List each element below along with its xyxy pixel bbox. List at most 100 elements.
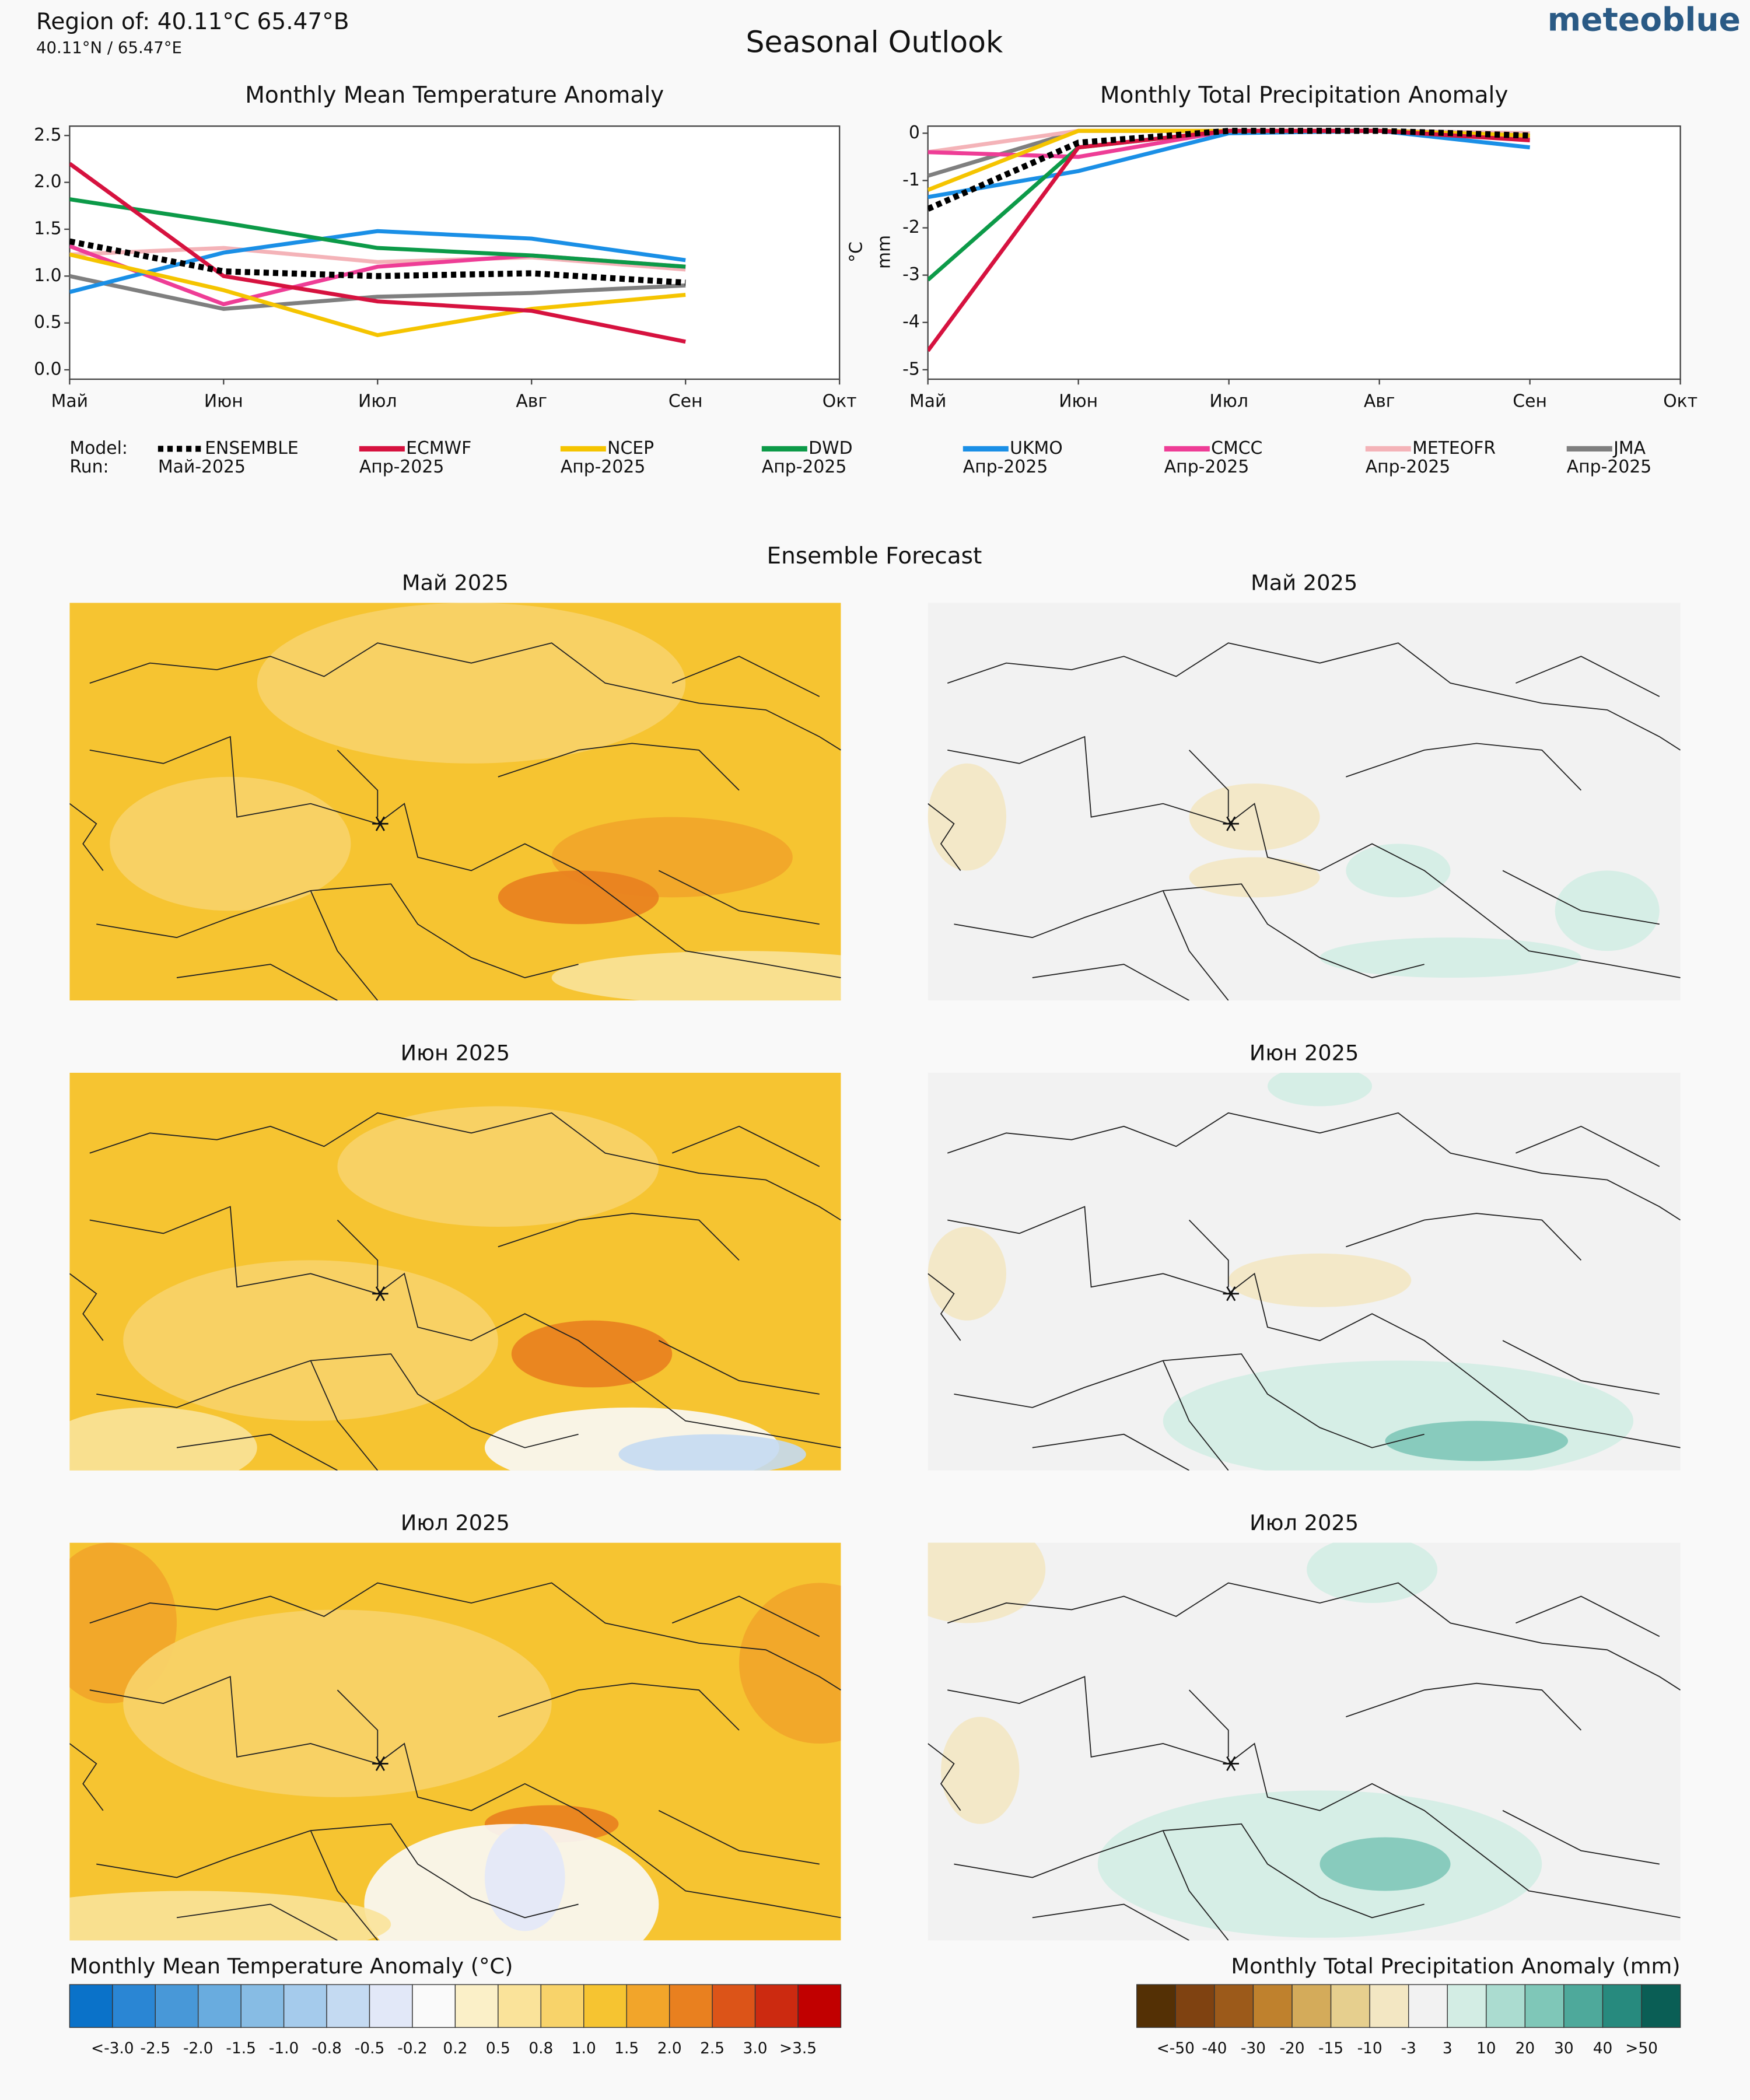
- map-border: [89, 1675, 841, 1919]
- colorbar-swatch: [454, 1984, 499, 2028]
- colorbar-label: -3: [1401, 2040, 1416, 2057]
- colorbar-swatch: [1175, 1984, 1215, 2028]
- series-line: [928, 128, 1531, 200]
- colorbar-label: -0.8: [312, 2040, 341, 2057]
- map-border: [96, 1353, 579, 1448]
- colorbar-label: 0.8: [528, 2040, 553, 2057]
- colorbar-label: <-50: [1157, 2040, 1195, 2057]
- colorbar-label: -15: [1318, 2040, 1343, 2057]
- y-tick-label: 1.0: [34, 265, 61, 286]
- x-tick-label: Сен: [668, 391, 703, 412]
- legend-name: DWD: [808, 438, 852, 459]
- colorbar-label: -2.0: [183, 2040, 213, 2057]
- map-border: [947, 1206, 1681, 1448]
- series-line: [69, 252, 686, 338]
- y-tick-label: -5: [902, 359, 920, 379]
- x-tick-label: Авг: [516, 391, 547, 412]
- colorbar-label: 1.0: [572, 2040, 596, 2057]
- colorbar-label: 2.5: [700, 2040, 724, 2057]
- colorbar-label: 20: [1516, 2040, 1535, 2057]
- colorbar-title: Monthly Mean Temperature Anomaly (°C): [69, 1954, 513, 1979]
- map-region: [1346, 844, 1451, 898]
- legend-run: Апр-2025: [561, 457, 646, 477]
- chart-title: Monthly Total Precipitation Anomaly: [1100, 82, 1508, 108]
- map: [69, 1542, 841, 1941]
- x-tick-label: Май: [51, 391, 88, 412]
- map-border: [954, 883, 1424, 979]
- map-border: [89, 1582, 841, 1690]
- map-region: [739, 1583, 841, 1744]
- y-axis-label: mm: [874, 235, 895, 269]
- colorbar-swatch: [1369, 1984, 1409, 2028]
- colorbar-swatch: [1252, 1984, 1293, 2028]
- x-tick-label: Сен: [1513, 391, 1547, 412]
- colorbar-swatch: [198, 1984, 242, 2028]
- map-title: Июл 2025: [1250, 1510, 1359, 1535]
- location-marker: [375, 1756, 385, 1772]
- map-region: [511, 1320, 673, 1388]
- x-tick-label: Окт: [1663, 391, 1698, 412]
- plot-area: [927, 125, 1681, 380]
- y-axis-label: °C: [846, 242, 867, 262]
- map-title: Май 2025: [1251, 570, 1357, 596]
- y-tick-label: 2.5: [34, 125, 61, 145]
- legend-run: Апр-2025: [1164, 457, 1250, 477]
- colorbar-label: -30: [1241, 2040, 1266, 2057]
- ensemble-title: Ensemble Forecast: [766, 543, 982, 569]
- colorbar-title: Monthly Total Precipitation Anomaly (mm): [1231, 1954, 1680, 1979]
- map-region: [1307, 1542, 1438, 1603]
- y-tick-label: 1.5: [34, 218, 61, 239]
- colorbar-label: 3: [1443, 2040, 1452, 2057]
- colorbar-swatch: [1486, 1984, 1526, 2028]
- map-region: [618, 1434, 806, 1471]
- colorbar-swatch: [1408, 1984, 1448, 2028]
- legend-name: NCEP: [607, 438, 654, 459]
- location-marker: [1226, 1286, 1236, 1301]
- colorbar-label: 10: [1476, 2040, 1496, 2057]
- legend-run: Апр-2025: [1567, 457, 1652, 477]
- legend-name: ECMWF: [406, 438, 471, 459]
- y-tick-label: 0.0: [34, 359, 61, 379]
- series-group: [928, 128, 1531, 352]
- series-line: [69, 238, 686, 286]
- colorbar-swatch: [712, 1984, 756, 2028]
- legend-model-label: Model:: [69, 438, 128, 459]
- legend-run: Апр-2025: [762, 457, 847, 477]
- colorbar-swatch: [498, 1984, 542, 2028]
- map-border: [69, 656, 820, 1001]
- legend-name: CMCC: [1211, 438, 1262, 459]
- legend-name: UKMO: [1010, 438, 1063, 459]
- map-region: [1189, 857, 1320, 898]
- map-region: [69, 1407, 257, 1471]
- map-border: [954, 1823, 1424, 1919]
- map-title: Июл 2025: [401, 1510, 510, 1535]
- x-tick-label: Авг: [1364, 391, 1395, 412]
- legend-run: Апр-2025: [1366, 457, 1451, 477]
- colorbar-swatch: [412, 1984, 456, 2028]
- map-region: [498, 870, 659, 925]
- colorbar-swatch: [1447, 1984, 1487, 2028]
- y-tick-label: -4: [902, 312, 920, 332]
- colorbar-label: <-3.0: [91, 2040, 134, 2057]
- legend-name: ENSEMBLE: [205, 438, 299, 459]
- colorbar-swatch: [326, 1984, 370, 2028]
- chart-title: Monthly Mean Temperature Anomaly: [245, 82, 664, 108]
- colorbar-label: -1.5: [226, 2040, 256, 2057]
- colorbar-swatch: [283, 1984, 327, 2028]
- map-border: [1162, 743, 1660, 1001]
- colorbar-label: -1.0: [269, 2040, 299, 2057]
- map-border: [89, 642, 841, 751]
- map: [928, 603, 1681, 1001]
- colorbar-swatch: [540, 1984, 584, 2028]
- map: [928, 1073, 1681, 1471]
- map-border: [89, 1206, 841, 1448]
- location-marker: [1226, 1756, 1236, 1772]
- map-region: [110, 776, 351, 911]
- x-tick-label: Июн: [204, 391, 243, 412]
- map-region: [123, 1260, 498, 1421]
- map-border: [947, 1112, 1681, 1221]
- colorbar-swatch: [1214, 1984, 1254, 2028]
- map-region: [1228, 1253, 1412, 1307]
